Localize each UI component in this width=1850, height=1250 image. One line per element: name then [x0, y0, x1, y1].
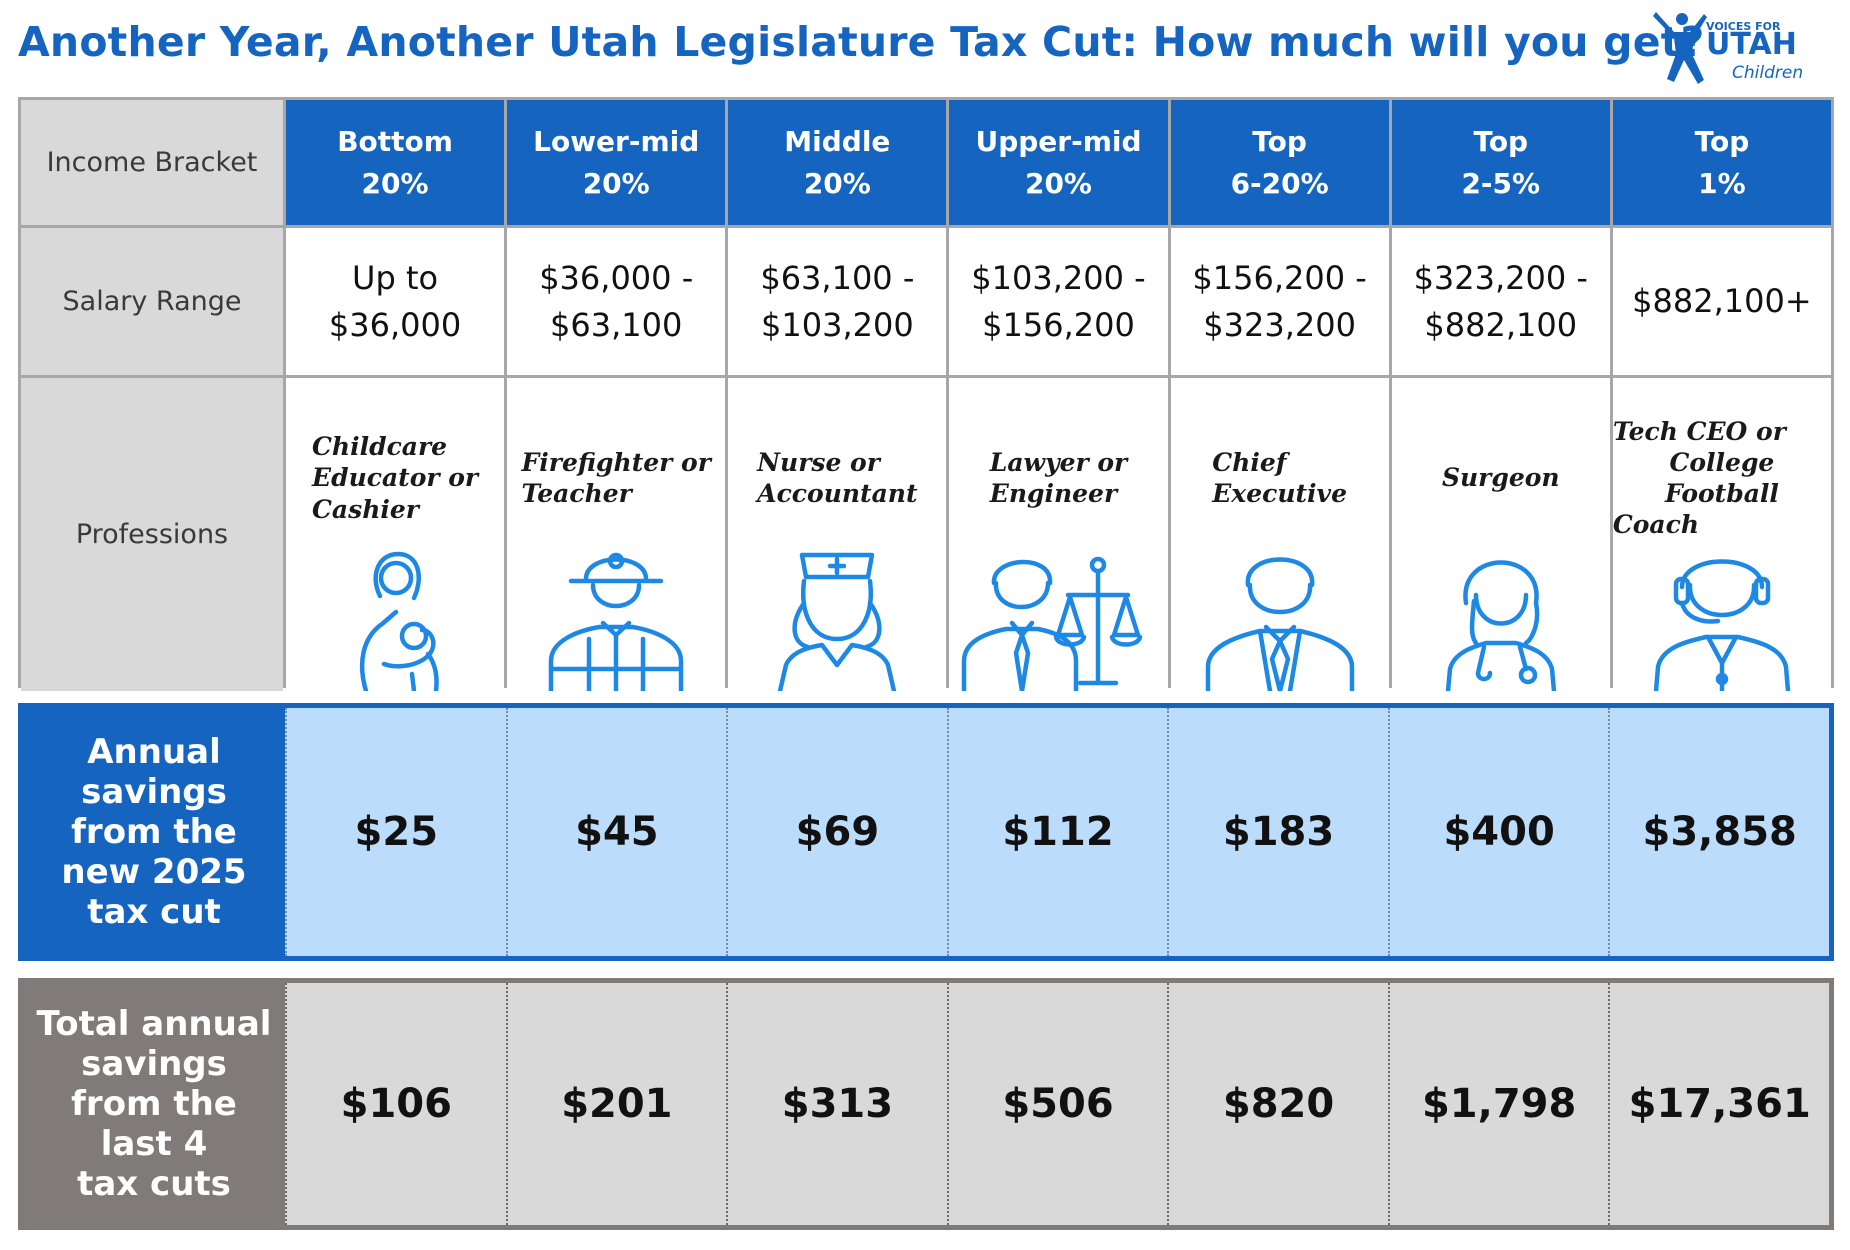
bracket-header: Upper-mid 20% [949, 100, 1168, 225]
bracket-header: Lower-mid 20% [507, 100, 726, 225]
salary-range: $103,200 - $156,200 [949, 228, 1168, 375]
total-savings-value: $313 [726, 983, 947, 1225]
voices-for-utah-children-logo: VOICES FOR UTAH Children [1652, 10, 1803, 88]
profession-cell: Nurse or Accountant [728, 378, 947, 691]
salary-range: Up to $36,000 [286, 228, 505, 375]
profession-cell: Tech CEO or College Football Coach [1612, 378, 1831, 691]
annual-savings-value: $400 [1387, 708, 1609, 956]
annual-savings-value: $25 [285, 708, 506, 956]
annual-savings-value: $3,858 [1608, 708, 1829, 956]
headset-coach-icon [1653, 559, 1791, 691]
bracket-header: Top 1% [1612, 100, 1831, 225]
total-savings-value: $17,361 [1608, 983, 1829, 1225]
bracket-header: Middle 20% [728, 100, 947, 225]
salary-range: $63,100 - $103,200 [728, 228, 947, 375]
jumping-person-icon [1653, 12, 1707, 84]
profession-text: Firefighter or Teacher [521, 447, 711, 508]
firefighter-icon [548, 552, 684, 691]
annual-savings-value: $45 [505, 708, 727, 956]
salary-range: $323,200 - $882,100 [1391, 228, 1610, 375]
row-label-salary: Salary Range [21, 228, 283, 375]
profession-cell: Lawyer or Engineer [949, 378, 1168, 691]
bracket-header: Top 6-20% [1170, 100, 1389, 225]
total-savings-row: Total annual savings from the last 4 tax cut… [18, 978, 1834, 1230]
total-savings-value: $1,798 [1387, 983, 1609, 1225]
nurse-icon [778, 552, 897, 691]
row-label-income: Income Bracket [21, 100, 283, 225]
mother-baby-icon [359, 551, 439, 691]
lawyer-scales-icon [962, 556, 1143, 691]
salary-range: $36,000 - $63,100 [507, 228, 726, 375]
salary-range: $156,200 - $323,200 [1170, 228, 1389, 375]
profession-text: Chief Executive [1212, 447, 1347, 508]
total-savings-value: $820 [1167, 983, 1388, 1225]
profession-text: Tech CEO or College Football Coach [1612, 416, 1786, 540]
bracket-table: Income Bracket Bottom 20% Lower-mid 20% Mi… [18, 97, 1834, 691]
page-title: Another Year, Another Utah Legislature T… [18, 18, 1705, 66]
profession-text: Lawyer or Engineer [989, 447, 1128, 508]
annual-savings-label: Annual savings from the new 2025 tax cut [23, 708, 285, 956]
salary-range: $882,100+ [1612, 228, 1831, 375]
bracket-header: Bottom 20% [286, 100, 505, 225]
total-savings-label: Total annual savings from the last 4 tax cut… [23, 983, 285, 1225]
profession-cell: Childcare Educator or Cashier [286, 378, 505, 691]
row-label-professions: Professions [21, 378, 283, 691]
annual-savings-value: $112 [946, 708, 1168, 956]
executive-icon [1205, 557, 1354, 691]
profession-text: Surgeon [1441, 463, 1560, 493]
annual-savings-value: $69 [726, 708, 947, 956]
annual-savings-value: $183 [1167, 708, 1388, 956]
profession-cell: Firefighter or Teacher [507, 378, 726, 691]
total-savings-value: $201 [505, 983, 727, 1225]
bracket-header: Top 2-5% [1391, 100, 1610, 225]
total-savings-value: $506 [946, 983, 1168, 1225]
profession-text: Nurse or Accountant [757, 447, 918, 508]
annual-savings-row: Annual savings from the new 2025 tax cut $25… [18, 703, 1834, 961]
profession-text: Childcare Educator or Cashier [312, 432, 479, 524]
profession-cell: Surgeon [1391, 378, 1610, 691]
total-savings-value: $106 [285, 983, 506, 1225]
profession-cell: Chief Executive [1170, 378, 1389, 691]
surgeon-icon [1445, 560, 1557, 691]
